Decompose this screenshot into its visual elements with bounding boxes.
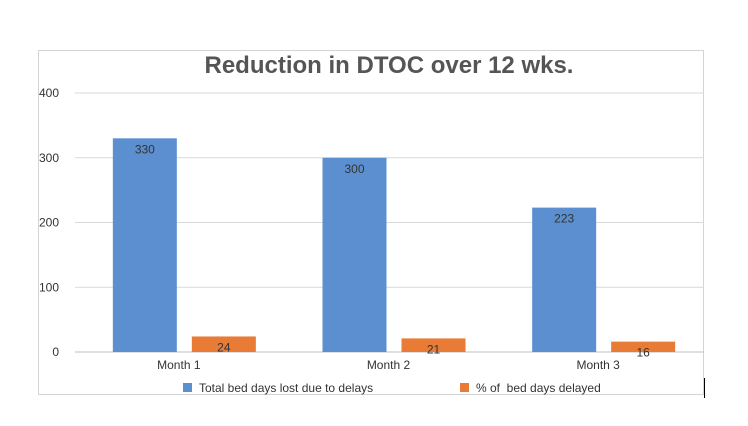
x-category-label: Month 3 <box>576 358 620 372</box>
y-tick-label: 100 <box>39 280 59 294</box>
data-label: 21 <box>427 342 441 356</box>
legend-label: Total bed days lost due to delays <box>199 381 373 395</box>
x-category-label: Month 1 <box>157 358 201 372</box>
y-tick-label: 400 <box>39 86 59 100</box>
bar-total-bed-days-month-2 <box>322 157 387 352</box>
legend-label: % of bed days delayed <box>476 381 601 395</box>
chart-title: Reduction in DTOC over 12 wks. <box>205 52 574 79</box>
data-label: 300 <box>344 162 364 176</box>
bar-total-bed-days-month-3 <box>532 207 597 352</box>
legend: Total bed days lost due to delays % of be… <box>183 381 601 395</box>
bar-total-bed-days-month-1 <box>112 138 177 352</box>
data-label: 24 <box>217 340 231 354</box>
data-label: 16 <box>636 346 650 360</box>
y-tick-label: 0 <box>52 345 59 359</box>
y-axis-ticks: 0 100 200 300 400 <box>39 86 59 359</box>
y-tick-label: 200 <box>39 216 59 230</box>
data-label: 330 <box>135 142 155 156</box>
legend-swatch <box>183 383 192 392</box>
x-category-label: Month 2 <box>367 358 411 372</box>
text-cursor <box>704 378 705 398</box>
bar-pct-bed-days-month-2 <box>401 338 466 352</box>
legend-swatch <box>460 383 469 392</box>
x-axis-categories: Month 1 Month 2 Month 3 <box>157 358 620 372</box>
y-tick-label: 300 <box>39 151 59 165</box>
gridlines <box>75 92 704 353</box>
bar-pct-bed-days-month-1 <box>191 336 256 352</box>
data-label: 223 <box>554 212 574 226</box>
bar-pct-bed-days-month-3 <box>611 341 676 352</box>
bars: 330 24 300 21 223 16 <box>112 138 676 360</box>
